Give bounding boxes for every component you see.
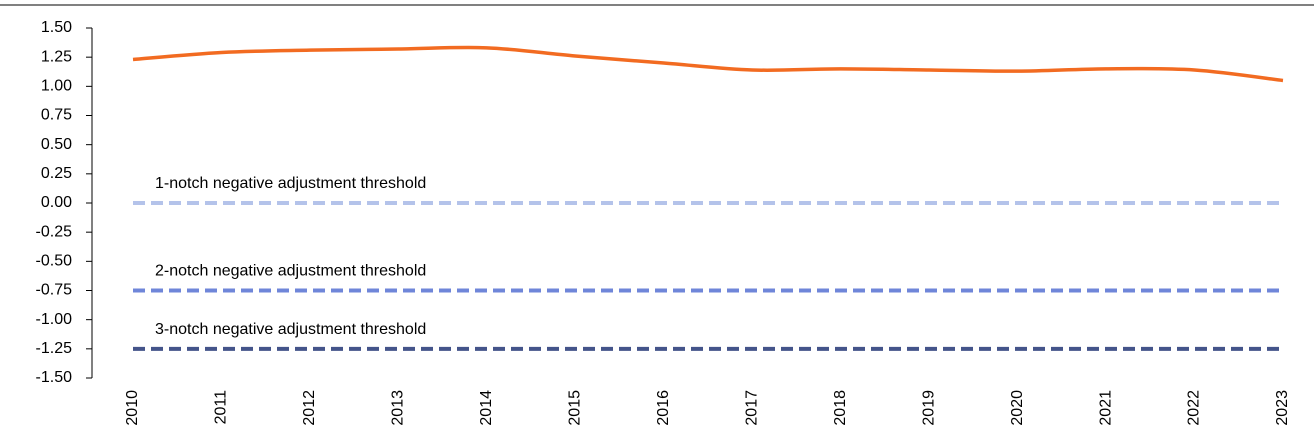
x-tick-label: 2010 (124, 390, 141, 426)
y-tick-label: -1.50 (36, 369, 73, 386)
y-tick-label: -0.75 (36, 282, 73, 299)
x-tick-label: 2012 (301, 390, 318, 426)
x-tick-label: 2019 (920, 390, 937, 426)
x-tick-label: 2014 (478, 390, 495, 426)
data-line (132, 45, 1284, 83)
y-tick-label: 0.75 (41, 107, 72, 124)
y-tick-label: 0.25 (41, 165, 72, 182)
x-tick-label: 2021 (1097, 390, 1114, 426)
y-tick-label: 0.00 (41, 194, 72, 211)
y-tick-label: -0.25 (36, 223, 73, 240)
x-tick-label: 2017 (743, 390, 760, 426)
x-tick-label: 2011 (213, 390, 230, 425)
threshold-label: 2-notch negative adjustment threshold (155, 263, 426, 280)
y-tick-label: 1.50 (41, 19, 72, 36)
x-tick-label: 2022 (1186, 390, 1203, 426)
x-tick-label: 2016 (655, 390, 672, 426)
y-tick-label: -1.00 (36, 311, 73, 328)
threshold-label: 1-notch negative adjustment threshold (155, 175, 426, 192)
threshold-label: 3-notch negative adjustment threshold (155, 321, 426, 338)
y-tick-label: 1.25 (41, 48, 72, 65)
y-tick-label: -0.50 (36, 253, 73, 270)
y-tick-label: -1.25 (36, 340, 73, 357)
x-tick-label: 2015 (567, 390, 584, 426)
x-tick-label: 2023 (1274, 390, 1291, 426)
y-tick-label: 0.50 (41, 136, 72, 153)
y-tick-label: 1.00 (41, 78, 72, 95)
x-tick-label: 2018 (832, 390, 849, 426)
x-tick-label: 2020 (1009, 390, 1026, 426)
x-tick-label: 2013 (390, 390, 407, 426)
